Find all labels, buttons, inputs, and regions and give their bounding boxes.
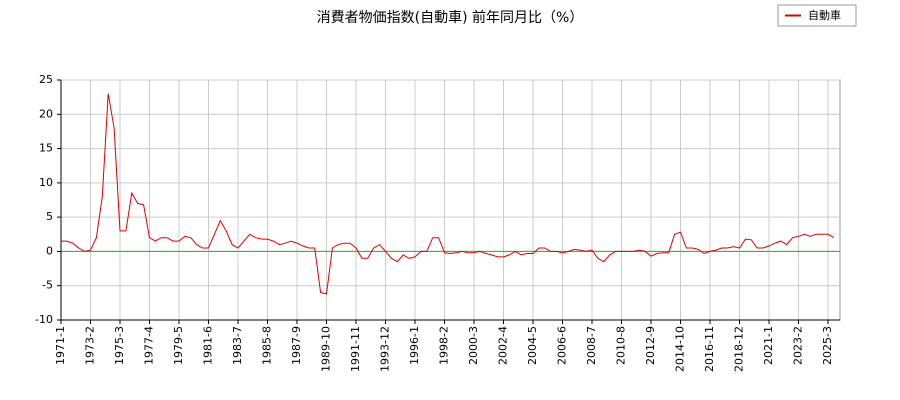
x-tick-label: 2025-3 (821, 326, 834, 365)
chart-title: 消費者物価指数(自動車) 前年同月比（%） (317, 9, 584, 26)
x-tick-label: 1973-2 (84, 326, 97, 365)
y-tick-label: 5 (46, 210, 53, 223)
x-tick-label: 1971-1 (54, 326, 67, 365)
x-tick-label: 2021-1 (762, 326, 775, 365)
x-tick-label: 1991-11 (349, 326, 362, 372)
x-tick-label: 1987-9 (290, 326, 303, 365)
x-tick-label: 1985-8 (261, 326, 274, 365)
x-tick-label: 2006-6 (556, 326, 569, 365)
x-tick-label: 1975-3 (113, 326, 126, 365)
x-tick-label: 1979-5 (172, 326, 185, 365)
x-tick-label: 2014-10 (674, 326, 687, 372)
x-tick-label: 1977-4 (143, 326, 156, 365)
x-tick-label: 2004-5 (526, 326, 539, 365)
legend-box (777, 4, 857, 27)
y-tick-label: 20 (39, 107, 53, 120)
y-tick-label: -5 (42, 279, 53, 292)
x-tick-label: 1998-2 (438, 326, 451, 365)
y-tick-label: 15 (39, 142, 53, 155)
x-tick-label: 1989-10 (320, 326, 333, 372)
line (61, 93, 835, 295)
x-tick-label: 2000-3 (467, 326, 480, 365)
x-tick-label: 2016-11 (703, 326, 716, 372)
y-tick-label: -10 (35, 313, 53, 326)
x-tick-label: 2012-9 (644, 326, 657, 365)
y-tick-label: 10 (39, 176, 53, 189)
y-tick-label: 0 (46, 244, 53, 257)
legend-label: 自動車 (808, 8, 841, 22)
x-tick-label: 1996-1 (408, 326, 421, 365)
x-tick-label: 1983-7 (231, 326, 244, 365)
x-tick-label: 1993-12 (379, 326, 392, 372)
x-tick-label: 2008-7 (585, 326, 598, 365)
x-tick-label: 2023-2 (792, 326, 805, 365)
x-tick-label: 2010-8 (615, 326, 628, 365)
y-tick-label: 25 (39, 73, 53, 86)
x-tick-label: 2002-4 (497, 326, 510, 365)
x-tick-label: 2018-12 (733, 326, 746, 372)
x-tick-label: 1981-6 (202, 326, 215, 365)
